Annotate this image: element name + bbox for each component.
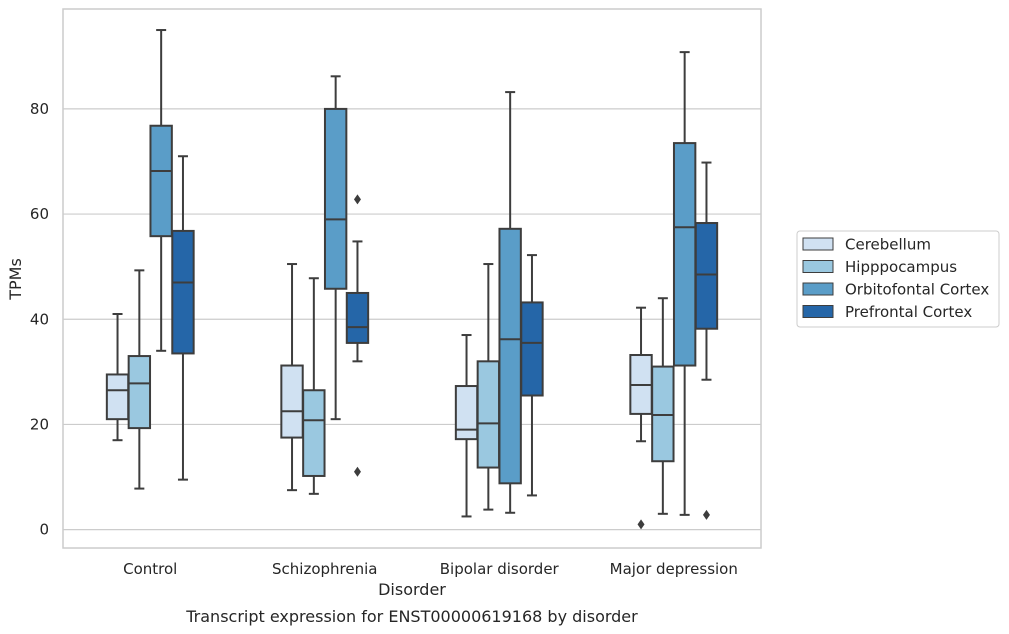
outlier-point [353, 194, 361, 205]
box-3-3 [694, 161, 719, 520]
box-0-1 [280, 263, 304, 492]
legend-swatch [802, 282, 834, 296]
box-3-2 [520, 254, 544, 497]
y-tick-label: 40 [30, 310, 49, 328]
box-iqr [302, 389, 326, 477]
y-tick-label: 80 [30, 100, 49, 118]
y-axis-title: TPMs [6, 258, 25, 301]
box-iqr [672, 142, 697, 367]
chart-caption: Transcript expression for ENST0000061916… [185, 607, 638, 626]
box-iqr [498, 227, 522, 485]
box-layer [105, 29, 719, 530]
box-3-1 [345, 194, 370, 477]
box-2-2 [498, 91, 522, 514]
box-0-2 [454, 334, 479, 518]
legend-label: Cerebellum [845, 236, 931, 254]
box-0-0 [105, 312, 130, 442]
legend-swatch [802, 237, 834, 251]
box-iqr [127, 355, 152, 430]
box-iqr [149, 124, 173, 238]
box-iqr [323, 107, 348, 290]
x-tick-label: Control [123, 560, 177, 578]
box-1-0 [127, 269, 152, 490]
legend-label: Orbitofontal Cortex [845, 281, 989, 299]
y-tick-labels: 0 20 40 60 80 [30, 100, 49, 539]
legend-label: Hipppocampus [845, 258, 957, 276]
y-tick-label: 0 [39, 521, 49, 539]
outlier-point [353, 466, 361, 477]
box-iqr [476, 360, 501, 469]
legend-frame [796, 230, 1000, 328]
box-1-1 [302, 277, 326, 495]
outlier-point [637, 519, 645, 530]
box-2-0 [149, 29, 173, 352]
box-iqr [171, 229, 195, 355]
box-iqr [694, 222, 719, 330]
x-tick-labels: Control Schizophrenia Bipolar disorder Majo… [123, 560, 738, 578]
box-0-3 [629, 306, 653, 530]
box-iqr [280, 364, 304, 439]
box-2-1 [323, 75, 348, 421]
box-iqr [520, 301, 544, 397]
x-axis-title: Disorder [378, 580, 446, 599]
y-tick-label: 20 [30, 415, 49, 433]
box-iqr [345, 291, 370, 344]
legend-swatch [802, 305, 834, 318]
box-1-2 [476, 263, 501, 511]
x-tick-label: Schizophrenia [272, 560, 377, 578]
box-2-3 [672, 51, 697, 516]
box-3-0 [171, 155, 195, 481]
legend: Cerebellum Hipppocampus Orbitofontal Corte… [796, 230, 1000, 328]
x-tick-label: Major depression [610, 560, 738, 578]
x-tick-label: Bipolar disorder [440, 560, 560, 578]
outlier-point [702, 509, 710, 520]
box-iqr [105, 373, 130, 421]
legend-swatch [802, 260, 834, 273]
legend-label: Prefrontal Cortex [845, 303, 972, 321]
plot-frame [62, 8, 762, 549]
y-tick-label: 60 [30, 205, 49, 223]
box-iqr [454, 385, 479, 441]
box-1-3 [651, 297, 675, 515]
box-iqr [651, 365, 675, 463]
